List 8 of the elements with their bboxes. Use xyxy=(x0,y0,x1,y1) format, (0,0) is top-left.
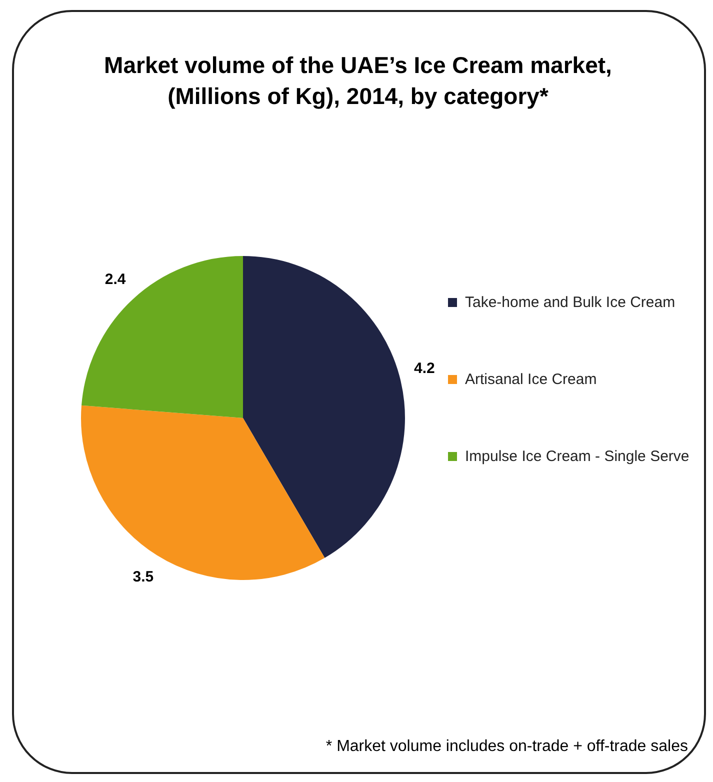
legend-label: Impulse Ice Cream - Single Serve xyxy=(465,447,690,466)
data-label: 2.4 xyxy=(104,271,126,288)
text: * Market volume includes on-trade + off-trade sales xyxy=(324,738,688,756)
chart-title: Market volume of the UAE’s Ice Cream market, (Millions of Kg), 2014, by category* xyxy=(103,51,613,111)
data-label: 3.5 xyxy=(132,568,154,586)
legend-label: Take-home and Bulk Ice Cream xyxy=(465,293,676,312)
legend-label: Artisanal Ice Cream xyxy=(465,370,597,389)
data-label: 4.2 xyxy=(414,360,435,378)
